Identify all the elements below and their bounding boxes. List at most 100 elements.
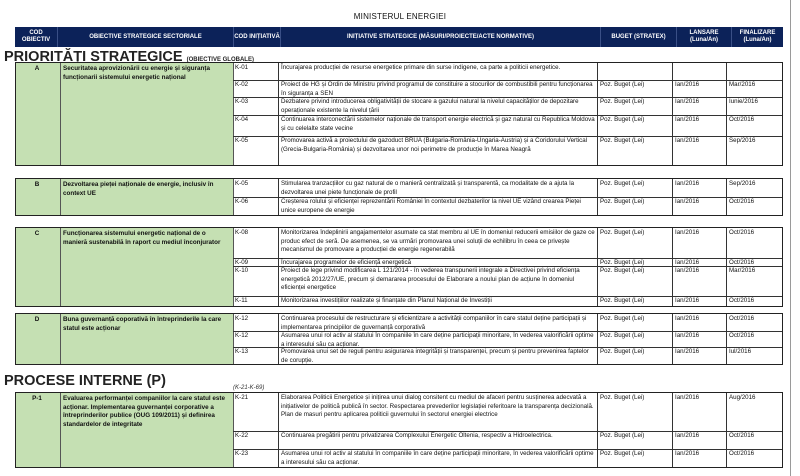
initiative-row: K-22 Continuarea pregătirii pentru privat… (233, 431, 782, 450)
initiative-end: Oct/2016 (729, 116, 755, 123)
initiative-end: Iul/2016 (729, 348, 752, 355)
initiative-budget: Poz. Buget (Lei) (598, 314, 673, 331)
initiative-code: K-01 (233, 63, 279, 80)
objective-text: Evaluarea performanței companiilor la ca… (60, 393, 230, 467)
initiative-text: Încurajarea producției de resurse energe… (279, 63, 598, 80)
initiative-budget (598, 63, 673, 80)
initiative-code: K-23 (233, 449, 279, 467)
initiative-code: K-12 (233, 331, 279, 347)
initiative-row: K-21 Elaborarea Politicii Energetice și i… (233, 393, 782, 432)
initiative-budget: Poz. Buget (Lei) (598, 228, 673, 258)
initiative-code: K-11 (233, 296, 279, 306)
initiative-end: Mar/2016 (729, 267, 756, 274)
initiative-row: K-13 Promovarea unui set de reguli pentru… (233, 347, 782, 364)
initiative-launch: Ian/2016 (673, 179, 727, 197)
initiative-budget: Poz. Buget (Lei) (598, 266, 673, 296)
initiative-code: K-13 (233, 347, 279, 364)
objective-group: P-1 Evaluarea performanței companiilor la… (15, 392, 783, 468)
initiative-launch: Ian/2016 (673, 314, 727, 331)
initiative-end (727, 63, 782, 80)
initiative-end: Iunie/2016 (729, 98, 758, 105)
header-obiective: OBIECTIVE STRATEGICE SECTORIALE (58, 27, 234, 47)
initiative-launch: Ian/2016 (673, 97, 727, 115)
initiative-code: K-04 (233, 115, 279, 136)
initiative-launch: Ian/2016 (673, 347, 727, 364)
initiative-code: K-02 (233, 80, 279, 97)
initiative-end: Aug/2016 (729, 394, 756, 401)
initiative-text: Continuarea procesului de restructurare … (279, 314, 598, 331)
objective-text: Securitatea aprovizionării cu energie și… (60, 63, 230, 165)
objective-group: C Funcționarea sistemului energetic națio… (15, 227, 783, 307)
initiative-end: Oct/2016 (729, 259, 755, 266)
initiative-row: K-08 Monitorizarea îndeplinirii angajamen… (233, 228, 782, 259)
initiative-text: Încurajarea programelor de eficiență ene… (279, 258, 598, 266)
header-finalizare: FINALIZARE (Luna/An) (739, 30, 776, 43)
objective-cell: C Funcționarea sistemului energetic națio… (16, 228, 234, 306)
initiative-budget: Poz. Buget (Lei) (598, 331, 673, 347)
initiative-budget: Poz. Buget (Lei) (598, 431, 673, 449)
objective-group: B Dezvoltarea pieței naționale de energie… (15, 178, 783, 216)
initiative-row: K-23 Asumarea unui rol activ al statului … (233, 449, 782, 467)
initiative-code: K-12 (233, 314, 279, 331)
header-initiative: INIȚIATIVE STRATEGICE (MĂSURI/PROIECTE/A… (281, 27, 601, 47)
objective-code: C (34, 230, 40, 237)
document-title: MINISTERUL ENERGIEI (353, 12, 447, 21)
objective-code: D (34, 316, 40, 323)
initiative-row: K-09 Încurajarea programelor de eficiență… (233, 258, 782, 267)
initiative-code: K-03 (233, 97, 279, 115)
initiative-budget: Poz. Buget (Lei) (598, 296, 673, 306)
initiative-text: Continuarea interconectării sistemelor n… (279, 115, 598, 136)
initiative-code: K-21 (233, 393, 279, 431)
initiative-row: K-04 Continuarea interconectării sistemel… (233, 115, 782, 137)
objective-code: B (34, 181, 40, 188)
initiative-end: Oct/2016 (729, 229, 755, 236)
initiative-text: Promovarea activă a proiectului de gazod… (279, 136, 598, 165)
initiative-row: K-05 Promovarea activă a proiectului de g… (233, 136, 782, 165)
header-cod-initiativa: COD INIȚIATIVĂ (234, 27, 281, 47)
initiative-row: K-12 Asumarea unui rol activ al statului … (233, 331, 782, 348)
initiative-end: Oct/2016 (729, 198, 755, 205)
initiative-end: Mar/2016 (729, 81, 756, 88)
initiative-launch: Ian/2016 (673, 197, 727, 215)
initiative-budget: Poz. Buget (Lei) (598, 197, 673, 215)
initiative-row: K-03 Dezbatere privind introducerea oblig… (233, 97, 782, 116)
objective-code: P-1 (32, 395, 42, 402)
objective-group: A Securitatea aprovizionării cu energie ș… (15, 62, 783, 166)
initiative-launch: Ian/2016 (673, 228, 727, 258)
initiative-text: Monitorizarea îndeplinirii angajamentelo… (279, 228, 598, 258)
initiative-end: Oct/2016 (729, 297, 755, 304)
header-buget: BUGET (STRATEX) (601, 27, 677, 47)
initiative-text: Monitorizarea investițiilor realizate și… (279, 296, 598, 306)
initiative-end: Oct/2016 (729, 450, 755, 457)
objective-cell: A Securitatea aprovizionării cu energie ș… (16, 63, 234, 165)
objective-text: Funcționarea sistemului energetic națion… (60, 228, 230, 306)
initiative-row: K-10 Proiect de lege privind modificarea … (233, 266, 782, 297)
initiative-end: Sep/2016 (729, 137, 756, 144)
initiative-launch: Ian/2016 (673, 80, 727, 97)
objective-cell: B Dezvoltarea pieței naționale de energie… (16, 179, 234, 215)
objective-cell: D Buna guvernanță coporativă în întreprin… (16, 314, 234, 364)
initiative-code: K-22 (233, 431, 279, 449)
objective-text: Dezvoltarea pieței naționale de energie,… (60, 179, 230, 215)
initiative-code: K-06 (233, 197, 279, 215)
initiative-end: Oct/2016 (729, 332, 755, 339)
initiative-budget: Poz. Buget (Lei) (598, 258, 673, 266)
initiative-budget: Poz. Buget (Lei) (598, 136, 673, 165)
initiative-launch (673, 63, 727, 80)
initiative-code: K-09 (233, 258, 279, 266)
page-edge (790, 0, 791, 476)
initiative-text: Dezbatere privind introducerea obligativ… (279, 97, 598, 115)
section-title-text: PRIORITĂȚI STRATEGICE (4, 49, 183, 65)
initiative-text: Proiect de lege privind modificarea L 12… (279, 266, 598, 296)
initiative-end: Oct/2016 (729, 315, 755, 322)
header-cod-obiectiv: COD OBIECTIV (15, 27, 58, 47)
initiative-budget: Poz. Buget (Lei) (598, 393, 673, 431)
initiative-launch: Ian/2016 (673, 331, 727, 347)
section-title: PRIORITĂȚI STRATEGICE (OBIECTIVE GLOBALE… (4, 49, 254, 65)
initiative-code: K-08 (233, 228, 279, 258)
header-lansare: LANSARE (Luna/An) (677, 27, 732, 47)
objective-cell: P-1 Evaluarea performanței companiilor la… (16, 393, 234, 467)
initiative-launch: Ian/2016 (673, 449, 727, 467)
section-title: PROCESE INTERNE (P) (4, 373, 166, 389)
initiative-code: K-10 (233, 266, 279, 296)
